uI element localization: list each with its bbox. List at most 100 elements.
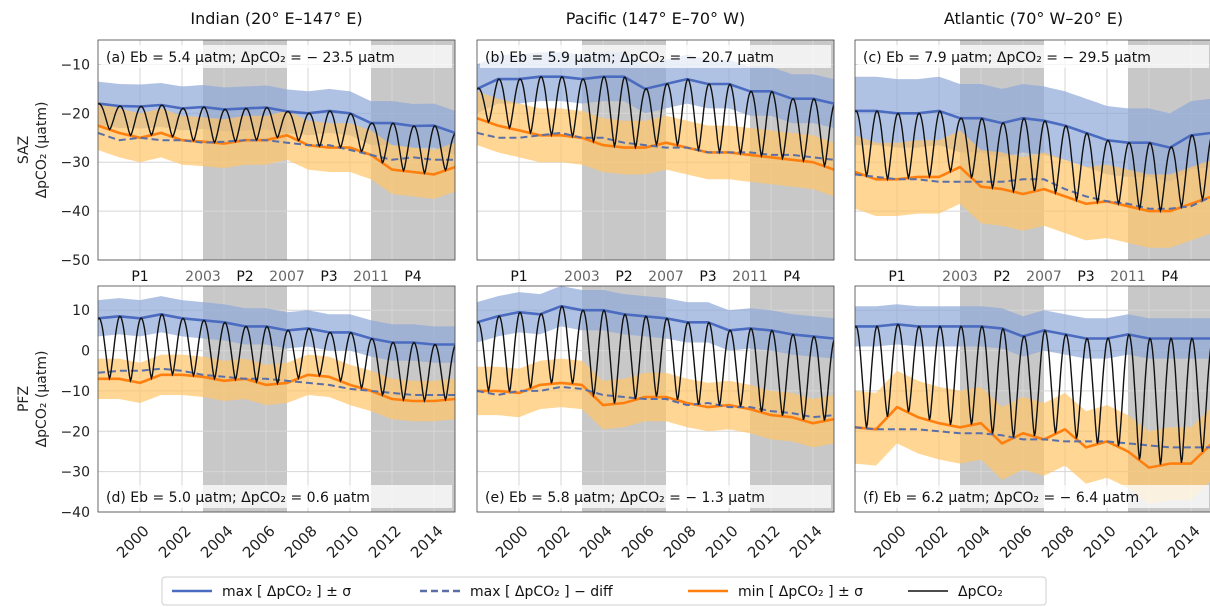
y-tick-label-0: −40: [60, 505, 90, 521]
panel-annotation: (e) Eb = 5.8 μatm; ΔpCO₂ = − 1.3 μatm: [485, 490, 765, 506]
svg-text:2012: 2012: [744, 522, 784, 562]
period-label-5: 2011: [1110, 269, 1146, 285]
svg-text:2002: 2002: [534, 522, 574, 562]
plot-frame: [476, 285, 835, 513]
svg-text:2004: 2004: [197, 522, 237, 562]
plot-frame: [854, 39, 1210, 261]
x-tick-label-0: 2000: [113, 522, 153, 562]
max-line: [477, 75, 834, 105]
max-line: [855, 323, 1210, 340]
legend-item-min: min [ ΔpCO₂ ] ± σ: [688, 584, 863, 600]
svg-text:2010: 2010: [1080, 522, 1120, 562]
x-tick-label-4: 2008: [660, 522, 700, 562]
svg-text:2010: 2010: [323, 522, 363, 562]
annotation-bg: [858, 485, 1209, 508]
row-axis-label: ΔpCO₂ (μatm): [34, 351, 50, 448]
legend-label: ΔpCO₂: [958, 584, 1003, 600]
column-title-2: Atlantic (70° W–20° E): [944, 9, 1123, 28]
period-label-2: P2: [993, 269, 1010, 285]
y-tick-label-2: −20: [60, 424, 90, 440]
panel-a: −50 −40 −30 −20 −10 (a) Eb = 5.4 μatm; ΔpCO₂ …: [60, 39, 456, 285]
column-title-0: Indian (20° E–147° E): [190, 9, 362, 28]
svg-text:2002: 2002: [155, 522, 195, 562]
period-label-3: 2007: [1026, 269, 1062, 285]
x-tick-label-6: 2012: [365, 522, 405, 562]
x-tick-label-1: 2002: [912, 522, 952, 562]
annotation-bg: [858, 45, 1209, 68]
min-sigma-band: [477, 358, 834, 448]
period-label-0: P1: [888, 269, 905, 285]
period-label-0: P1: [510, 269, 527, 285]
period-label-5: 2011: [353, 269, 389, 285]
row-name: SAZ: [16, 136, 32, 164]
legend-item-max: max [ ΔpCO₂ ] ± σ: [172, 584, 351, 600]
panel-e: (e) Eb = 5.8 μatm; ΔpCO₂ = − 1.3 μatm 200…: [476, 285, 835, 562]
x-tick-label-0: 2000: [492, 522, 532, 562]
observed-dpco2-line: [477, 305, 834, 421]
svg-text:2008: 2008: [281, 522, 321, 562]
period-label-6: P4: [1161, 269, 1178, 285]
period-label-2: P2: [236, 269, 253, 285]
annotation-bg: [101, 485, 452, 508]
max-minus-diff-line: [855, 173, 1210, 210]
y-tick-label-0: −50: [60, 253, 90, 269]
row-name: PFZ: [16, 386, 32, 412]
min-line: [98, 124, 455, 176]
max-minus-diff-line: [477, 131, 834, 161]
x-tick-label-3: 2006: [239, 522, 279, 562]
y-tick-label-1: −30: [60, 465, 90, 481]
min-line: [855, 165, 1210, 213]
period-label-4: P3: [1077, 269, 1094, 285]
svg-text:2000: 2000: [870, 522, 910, 562]
svg-text:2006: 2006: [996, 522, 1036, 562]
panel-annotation: (c) Eb = 7.9 μatm; ΔpCO₂ = − 29.5 μatm: [863, 50, 1151, 66]
svg-text:2004: 2004: [576, 522, 616, 562]
panel-f: (f) Eb = 6.2 μatm; ΔpCO₂ = − 6.4 μatm 200…: [854, 285, 1210, 562]
svg-text:2006: 2006: [239, 522, 279, 562]
x-tick-label-6: 2012: [744, 522, 784, 562]
panel-d: −40 −30 −20 −10 0 10 (d) Eb = 5.0 μatm; ΔpCO₂ …: [60, 285, 456, 562]
max-minus-diff-line: [98, 131, 455, 161]
svg-text:2006: 2006: [618, 522, 658, 562]
max-line: [98, 102, 455, 135]
max-line: [98, 313, 455, 346]
row-ylabel-0: SAZ ΔpCO₂ (μatm): [16, 102, 50, 199]
y-tick-label-3: −10: [60, 384, 90, 400]
svg-text:2000: 2000: [113, 522, 153, 562]
period-label-0: P1: [131, 269, 148, 285]
period-label-3: 2007: [269, 269, 305, 285]
plot-content: [477, 286, 834, 448]
period-label-2: P2: [615, 269, 632, 285]
y-tick-label-4: −10: [60, 57, 90, 73]
observed-dpco2-line: [98, 102, 455, 175]
x-tick-label-7: 2014: [1164, 522, 1204, 562]
x-tick-label-4: 2008: [281, 522, 321, 562]
period-label-1: 2003: [942, 269, 978, 285]
observed-dpco2-line: [855, 323, 1210, 465]
min-line: [855, 405, 1210, 469]
max-sigma-band: [477, 52, 834, 129]
plot-frame: [854, 285, 1210, 513]
x-tick-label-0: 2000: [870, 522, 910, 562]
x-tick-label-6: 2012: [1122, 522, 1162, 562]
min-sigma-band: [98, 101, 455, 199]
annotation-bg: [101, 45, 452, 68]
period-label-6: P4: [404, 269, 421, 285]
plot-frame: [476, 39, 835, 261]
x-tick-label-1: 2002: [534, 522, 574, 562]
y-tick-label-5: 10: [72, 303, 90, 319]
plot-content: [98, 296, 455, 422]
x-tick-label-5: 2010: [1080, 522, 1120, 562]
svg-text:2014: 2014: [1164, 522, 1204, 562]
plot-content: [98, 81, 455, 199]
plot-content: [477, 52, 834, 197]
min-line: [477, 116, 834, 171]
x-tick-label-7: 2014: [407, 522, 447, 562]
x-tick-label-2: 2004: [576, 522, 616, 562]
svg-text:2008: 2008: [1038, 522, 1078, 562]
annotation-bg: [480, 45, 831, 68]
column-title-1: Pacific (147° E–70° W): [566, 9, 745, 28]
x-tick-label-5: 2010: [702, 522, 742, 562]
x-tick-label-1: 2002: [155, 522, 195, 562]
